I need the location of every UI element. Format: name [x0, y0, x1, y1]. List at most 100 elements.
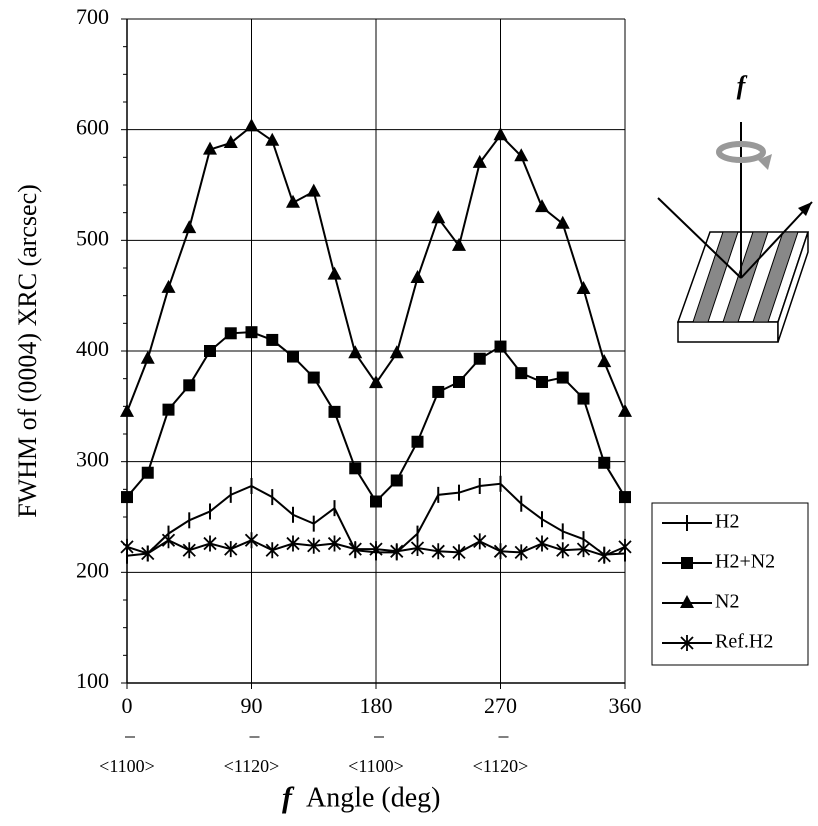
marker — [244, 532, 259, 549]
marker — [556, 542, 570, 559]
marker — [390, 543, 404, 560]
marker — [390, 474, 403, 487]
marker — [265, 542, 279, 559]
marker — [141, 545, 155, 562]
marker — [286, 194, 300, 208]
x-axis-label: Angle (deg) — [306, 782, 441, 813]
marker — [307, 371, 320, 384]
x-tick-label: 90 — [241, 693, 263, 718]
marker — [597, 547, 611, 564]
diagram-label: f — [737, 71, 748, 100]
marker — [265, 132, 280, 146]
x-tick-label: 0 — [122, 693, 133, 718]
marker — [514, 148, 529, 162]
x-axis-symbol: f — [282, 781, 295, 814]
marker — [389, 345, 404, 359]
marker — [203, 535, 217, 552]
marker — [306, 183, 321, 197]
marker — [452, 237, 466, 251]
y-tick-label: 600 — [76, 115, 109, 140]
marker — [618, 403, 632, 417]
marker — [680, 635, 694, 651]
legend-label: H2 — [715, 511, 739, 533]
x-tick-sublabel: <1120> — [224, 756, 280, 776]
marker — [348, 541, 362, 558]
legend-box — [651, 502, 809, 666]
marker — [349, 462, 362, 475]
x-tick-sublabel: <1120> — [473, 756, 529, 776]
marker — [120, 403, 134, 417]
marker — [432, 385, 445, 398]
marker — [453, 375, 465, 388]
marker — [369, 375, 383, 389]
marker — [369, 541, 383, 558]
marker — [120, 538, 134, 555]
marker — [244, 118, 259, 132]
marker — [515, 367, 528, 380]
marker — [140, 350, 155, 364]
legend-label: H2+N2 — [715, 551, 775, 573]
legend-label: Ref.H2 — [715, 631, 773, 653]
marker — [619, 491, 631, 504]
marker — [141, 466, 154, 479]
marker — [410, 539, 425, 556]
marker — [287, 350, 299, 363]
marker — [286, 535, 300, 552]
marker — [536, 375, 548, 388]
marker — [535, 199, 549, 213]
marker — [452, 544, 466, 561]
marker — [576, 281, 591, 295]
marker — [348, 345, 363, 359]
y-tick-label: 400 — [76, 336, 109, 361]
marker — [370, 495, 382, 508]
sample-diagram: f — [657, 71, 813, 343]
marker — [473, 533, 487, 550]
y-tick-label: 700 — [76, 4, 109, 29]
marker — [577, 392, 590, 405]
marker — [182, 220, 197, 234]
marker — [203, 141, 217, 155]
marker — [514, 544, 528, 561]
marker — [597, 354, 612, 368]
marker — [556, 371, 569, 384]
marker — [327, 535, 342, 552]
marker — [327, 266, 342, 280]
y-tick-label: 300 — [76, 447, 109, 472]
series — [121, 326, 631, 508]
x-tick-label: 360 — [609, 693, 642, 718]
marker — [328, 405, 341, 418]
marker — [618, 538, 632, 555]
marker — [431, 543, 445, 560]
y-axis-label: FWHM of (0004) XRC (arcsec) — [13, 184, 42, 518]
x-tick-label: 180 — [360, 693, 393, 718]
marker — [473, 352, 486, 365]
marker — [204, 345, 216, 357]
marker — [162, 403, 175, 416]
marker — [161, 532, 176, 549]
marker — [183, 379, 196, 392]
marker — [223, 134, 238, 148]
x-tick-sublabel: <1100> — [99, 756, 155, 776]
marker — [493, 543, 508, 560]
marker — [245, 326, 258, 339]
marker — [182, 542, 196, 559]
y-tick-label: 500 — [76, 225, 109, 250]
marker — [598, 456, 611, 469]
marker — [493, 127, 508, 141]
y-tick-label: 100 — [76, 668, 109, 693]
marker — [494, 340, 507, 353]
series — [120, 118, 632, 417]
x-tick-sublabel: <1100> — [348, 756, 404, 776]
marker — [224, 327, 237, 340]
x-tick-label: 270 — [484, 693, 517, 718]
marker — [576, 541, 591, 558]
marker — [266, 333, 279, 346]
marker — [121, 491, 133, 504]
marker — [472, 154, 487, 168]
marker — [535, 535, 549, 552]
marker — [410, 269, 425, 283]
marker — [224, 541, 238, 558]
marker — [555, 215, 570, 229]
